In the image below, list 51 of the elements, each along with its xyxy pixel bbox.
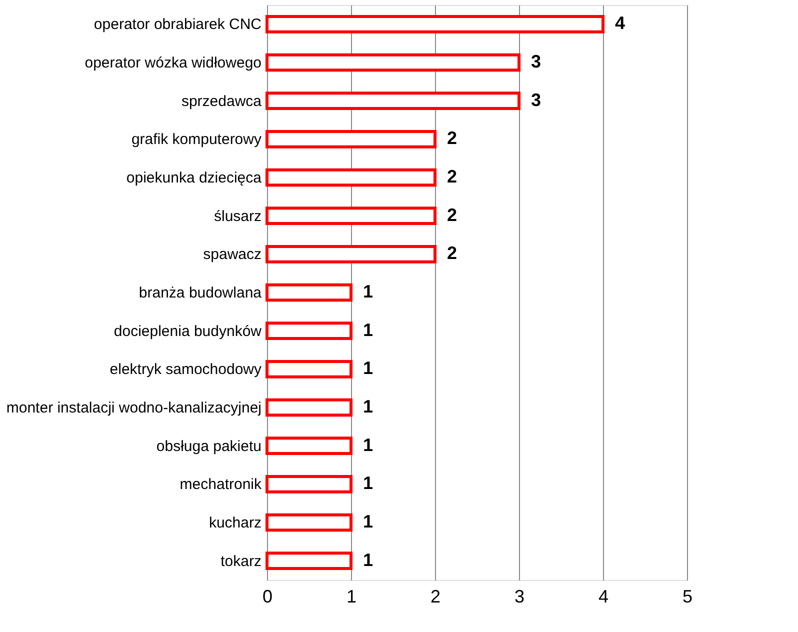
bar bbox=[266, 436, 352, 455]
y-tick-label: branża budowlana bbox=[138, 284, 262, 302]
bar bbox=[266, 513, 352, 532]
x-tick-label: 1 bbox=[346, 586, 357, 606]
data-label: 4 bbox=[615, 13, 626, 34]
y-tick-label: ślusarz bbox=[214, 208, 262, 225]
bar bbox=[266, 398, 352, 417]
data-label: 2 bbox=[447, 166, 458, 186]
y-tick-label: docieplenia budynków bbox=[114, 322, 262, 340]
data-label: 3 bbox=[531, 90, 542, 110]
x-tick-label: 4 bbox=[598, 586, 609, 606]
bar bbox=[266, 15, 604, 34]
bar bbox=[266, 552, 352, 570]
data-label: 1 bbox=[363, 550, 374, 570]
bar bbox=[266, 475, 352, 494]
data-label: 2 bbox=[447, 204, 458, 225]
y-tick-label: elektryk samochodowy bbox=[110, 361, 262, 378]
data-label: 1 bbox=[363, 434, 374, 455]
bar bbox=[266, 360, 352, 378]
bar bbox=[266, 130, 436, 148]
bar bbox=[266, 245, 436, 264]
data-label: 1 bbox=[363, 320, 374, 340]
bar bbox=[266, 92, 520, 110]
y-tick-label: sprzedawca bbox=[181, 92, 262, 110]
bar bbox=[266, 322, 352, 340]
y-tick-label: opiekunka dziecięca bbox=[126, 170, 262, 186]
y-tick-label: operator obrabiarek CNC bbox=[94, 16, 262, 34]
data-label: 1 bbox=[363, 282, 374, 302]
data-label: 1 bbox=[363, 512, 374, 532]
x-tick-label: 5 bbox=[682, 586, 693, 606]
y-tick-label: grafik komputerowy bbox=[131, 131, 262, 148]
data-label: 2 bbox=[447, 243, 458, 264]
data-label: 3 bbox=[531, 52, 542, 72]
y-tick-label: spawacz bbox=[203, 246, 262, 264]
y-tick-label: operator wózka widłowego bbox=[84, 54, 262, 72]
y-tick-label: obsługa pakietu bbox=[156, 438, 262, 455]
y-tick-label: tokarz bbox=[220, 552, 262, 570]
data-label: 1 bbox=[363, 358, 374, 378]
data-label: 1 bbox=[363, 473, 374, 494]
x-tick-label: 3 bbox=[514, 586, 525, 606]
x-tick-label: 2 bbox=[430, 586, 441, 606]
bar bbox=[266, 206, 436, 225]
bar bbox=[266, 168, 436, 187]
data-label: 1 bbox=[363, 396, 374, 416]
bar bbox=[266, 53, 520, 72]
data-label: 2 bbox=[447, 128, 458, 148]
y-tick-label: monter instalacji wodno-kanalizacyjnej bbox=[6, 400, 262, 416]
bar bbox=[266, 283, 352, 302]
x-tick-label: 0 bbox=[262, 586, 273, 606]
y-tick-label: mechatronik bbox=[180, 476, 262, 494]
y-tick-label: kucharz bbox=[208, 514, 262, 532]
